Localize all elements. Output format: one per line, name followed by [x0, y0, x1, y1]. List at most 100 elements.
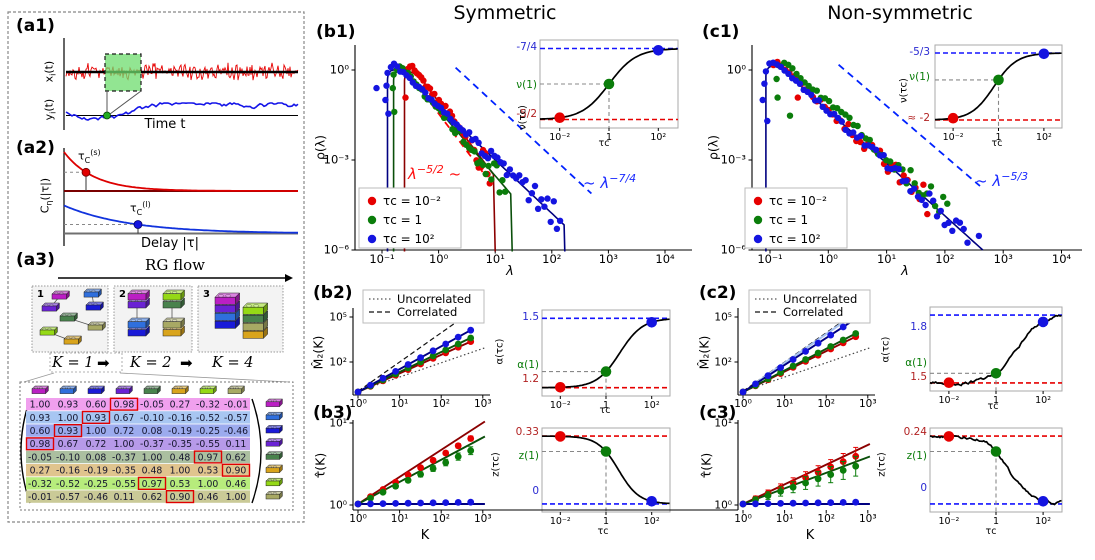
scatter-point [534, 205, 542, 212]
data-point [777, 488, 784, 495]
scatter-point [402, 94, 409, 101]
scatter-point [854, 122, 861, 130]
matrix-row [26, 437, 250, 450]
inset-dot [943, 377, 955, 389]
inset-x-tick-label: 1 [606, 132, 612, 143]
lego-stud [34, 386, 38, 389]
lego-block-front [242, 322, 264, 331]
x-tick-label: 10² [817, 513, 835, 525]
scatter-point [900, 172, 907, 179]
scatter-point [846, 114, 853, 122]
x-tick-label: 10² [817, 398, 835, 410]
data-point [789, 356, 797, 363]
scatter-point [808, 91, 815, 99]
y-tick-label: 10⁵ [714, 312, 732, 324]
scatter-point [920, 181, 927, 188]
scatter-point [789, 65, 796, 72]
guide-line [454, 66, 593, 195]
scatter-point [793, 70, 800, 78]
matrix-cell-value: 1.00 [86, 426, 107, 437]
scatter-point [774, 94, 781, 101]
lego-stud [268, 452, 272, 455]
scatter-point [911, 185, 918, 192]
scatter-point [531, 182, 539, 190]
lego-stud [88, 302, 93, 306]
lego-block-front [83, 291, 99, 298]
lego-stud [234, 386, 239, 389]
matrix-cell-value: 0.67 [58, 439, 79, 450]
c1-inset-top-label: -5/3 [909, 46, 930, 58]
data-point [467, 435, 475, 442]
data-point [852, 330, 860, 337]
a3-stage-number-3: 3 [203, 289, 210, 300]
y-tick-label: 10² [329, 357, 347, 369]
data-point [429, 499, 437, 507]
matrix-cell-value: -0.46 [224, 426, 248, 437]
matrix-cell-value: -0.01 [28, 492, 52, 503]
data-point [802, 348, 809, 355]
data-point [417, 354, 424, 362]
matrix-cell-value: 0.60 [86, 400, 107, 411]
data-point [764, 372, 772, 380]
a1-ylabel-y: yi(t) [42, 98, 58, 121]
scatter-point [964, 239, 971, 246]
data-point [417, 464, 424, 471]
c2-inset-top-label: 1.8 [910, 321, 927, 333]
matrix-cell-value: 0.46 [226, 479, 247, 490]
lego-block-front [162, 293, 182, 301]
x-tick-label: 10⁰ [349, 398, 367, 410]
inset-dot [1037, 316, 1049, 328]
scatter-point [872, 146, 880, 153]
matrix-cell-value: 0.93 [58, 400, 79, 411]
lego-block-front [265, 480, 280, 487]
legend-label: Correlated [397, 305, 457, 319]
scatter-point [420, 77, 427, 84]
scatter-point [466, 129, 473, 136]
a3-stage-box [197, 285, 284, 353]
inset-dot [993, 74, 1004, 86]
lego-stud [268, 412, 272, 416]
a1-connector [109, 90, 142, 115]
x-tick-label: 10² [432, 513, 450, 525]
inset-x-tick-label: 10² [1035, 395, 1051, 406]
matrix-cell-value: 0.46 [198, 492, 219, 503]
c1-ylabel: ρ(λ) [705, 134, 721, 161]
scatter-point [550, 198, 557, 205]
x-tick-label: 10⁻¹ [757, 252, 782, 266]
lego-stud [272, 478, 277, 482]
scatter-point [525, 197, 532, 204]
legend-label: Correlated [783, 305, 843, 319]
a3-zoom-connector [23, 372, 55, 383]
matrix-cell-value: 0.98 [114, 400, 135, 411]
scatter-point [895, 165, 903, 173]
scatter-point [382, 96, 389, 104]
matrix-cell-value: -0.55 [196, 439, 220, 450]
data-point [752, 500, 759, 508]
lego-stud [150, 386, 155, 389]
c1-inset-mid-label: ν(1) [909, 71, 930, 83]
a3-zoom-outline [49, 352, 123, 373]
scatter-point [437, 104, 445, 112]
inset-x-tick-label: 10² [650, 132, 666, 143]
lego-stud [62, 313, 67, 317]
matrix-cell-value: 0.72 [114, 426, 135, 437]
scatter-point [516, 172, 523, 179]
scatter-point [838, 118, 845, 125]
a1-ylabel-x: xi(t) [42, 60, 58, 83]
y-tick-label: 10⁻³ [721, 153, 747, 167]
scatter-point [930, 197, 937, 204]
scatter-point [544, 195, 551, 202]
lego-stud [130, 291, 136, 294]
matrix-cell-value: 0.93 [86, 413, 107, 424]
scatter-point [834, 105, 841, 112]
data-point [404, 471, 412, 479]
c3-inset-top-label: 0.24 [903, 426, 927, 438]
c1-guide-label-blue: ~ λ−5/3 [975, 170, 1029, 190]
matrix-highlight-box [137, 476, 167, 491]
matrix-highlight-box [109, 397, 139, 411]
data-point [467, 334, 475, 342]
series-line [357, 337, 472, 393]
series-line [742, 318, 857, 393]
scatter-point [444, 110, 451, 117]
data-point [852, 498, 860, 506]
